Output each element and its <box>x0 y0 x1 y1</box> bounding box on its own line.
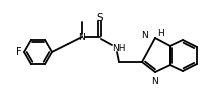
Text: F: F <box>16 47 22 57</box>
Text: H: H <box>156 29 163 38</box>
Text: N: N <box>151 77 158 86</box>
Text: NH: NH <box>111 44 125 53</box>
Text: S: S <box>96 13 103 23</box>
Text: N: N <box>78 33 85 41</box>
Text: N: N <box>140 30 147 39</box>
